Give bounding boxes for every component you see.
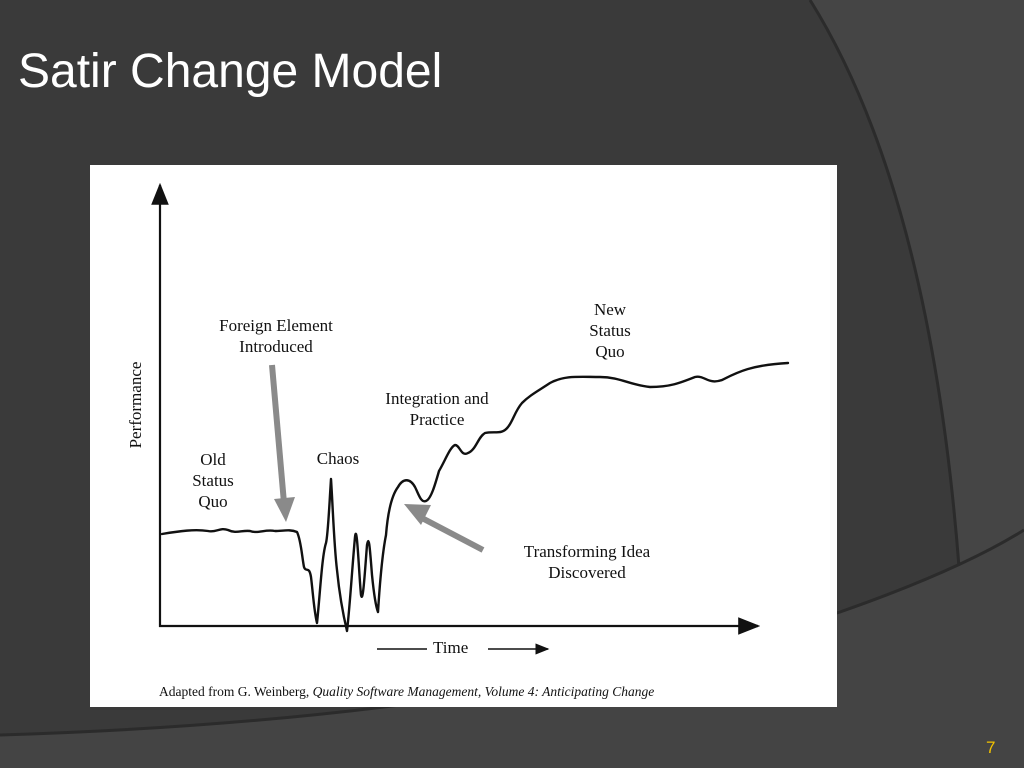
x-axis-label: Time [433,638,469,657]
y-axis-label: Performance [126,361,145,449]
transforming-idea-arrow-head [404,504,431,525]
satir-change-figure: Performance Time Old Status Quo Foreign … [90,165,837,707]
diagram-canvas [151,182,790,655]
new-status-quo-label: New Status Quo [589,300,631,361]
slide-title: Satir Change Model [18,45,443,98]
transforming-idea-label: Transforming Idea Discovered [523,542,651,582]
chaos-label: Chaos [316,449,360,468]
performance-curve [160,361,790,633]
old-status-quo-label: Old Status Quo [192,450,234,511]
page-number: 7 [986,738,996,757]
integration-label: Integration and Practice [385,389,489,429]
foreign-element-label: Foreign Element Introduced [219,316,333,356]
foreign-element-arrow-shaft [269,364,287,504]
transforming-idea-arrow-shaft [418,514,485,553]
foreign-element-arrow-head [274,497,295,522]
figure-credit: Adapted from G. Weinberg, Quality Softwa… [159,684,655,699]
